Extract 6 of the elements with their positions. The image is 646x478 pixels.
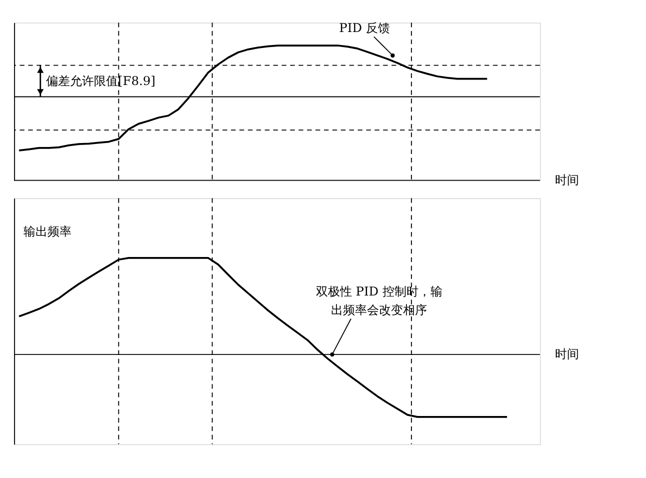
y-axis-title: 输出频率 xyxy=(23,224,72,239)
x-axis-title: 时间 xyxy=(554,173,579,188)
annotation: 双极性 PID 控制时，输出频率会改变相序 xyxy=(316,284,442,318)
x-axis-title: 时间 xyxy=(554,347,579,362)
annotation: 偏差允许限值[F8.9] xyxy=(46,74,156,88)
annotation: PID 反馈 xyxy=(339,21,390,36)
